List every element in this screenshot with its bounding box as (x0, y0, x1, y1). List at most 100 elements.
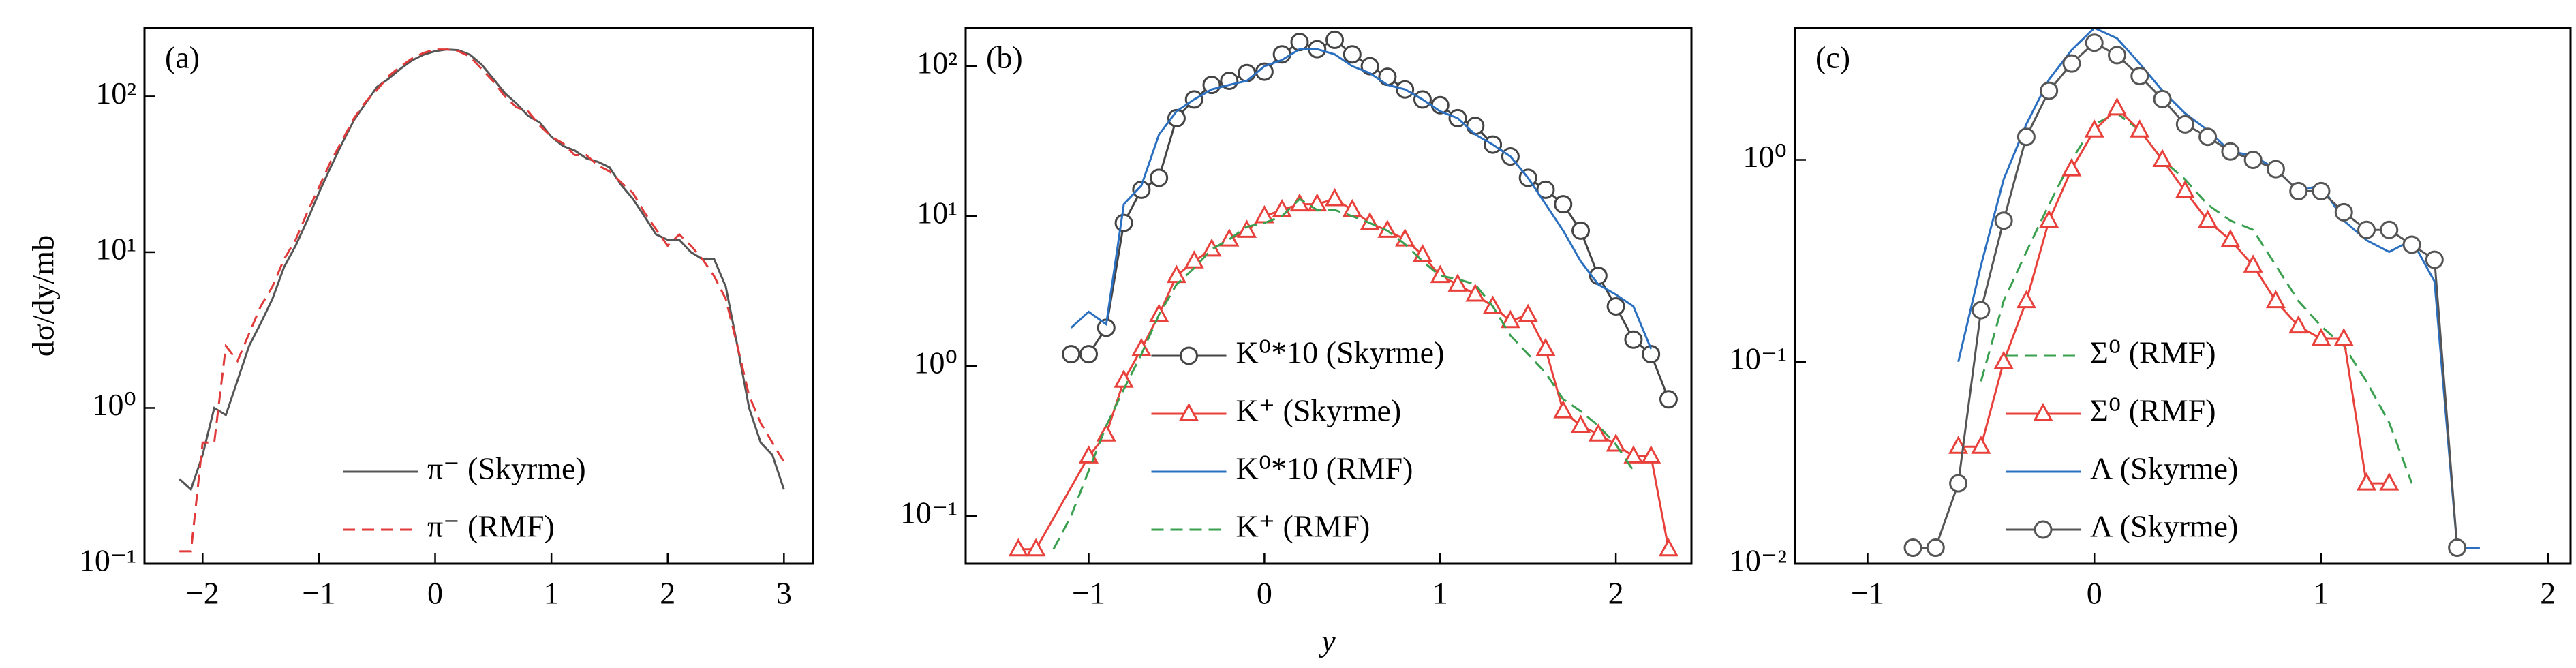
y-tick-label: 10⁻¹ (900, 495, 957, 530)
series-line (1052, 198, 1635, 550)
marker (1008, 538, 1028, 557)
marker (1079, 345, 1099, 364)
series-line (179, 48, 785, 553)
marker (2402, 235, 2421, 254)
marker (1255, 62, 1274, 81)
x-tick-label: −2 (186, 576, 219, 611)
marker (2017, 127, 2036, 147)
marker (2040, 81, 2059, 100)
x-tick-label: 2 (1608, 576, 1624, 611)
plot-frame (1794, 27, 2572, 565)
marker (2221, 142, 2240, 161)
marker (1994, 211, 2013, 230)
series-line (179, 48, 785, 491)
marker (1289, 193, 1310, 212)
legend-label: Λ (Skyrme) (2090, 509, 2238, 544)
legend-label: Σ⁰ (RMF) (2090, 335, 2216, 370)
marker (1237, 219, 1257, 238)
marker (1641, 445, 1661, 464)
marker (2220, 229, 2241, 247)
y-tick-label: 10² (95, 76, 136, 110)
marker (2175, 180, 2195, 198)
marker (2175, 115, 2194, 134)
marker (1624, 330, 1643, 349)
marker (1500, 309, 1520, 329)
marker (1659, 390, 1678, 409)
marker (1623, 445, 1644, 464)
marker (1201, 238, 1222, 257)
panel: −2 −1 0 1 2 3 10⁻¹ 10⁰ 10¹ 10² (a) dσ/dy/mb π⁻ (Skyr… (26, 27, 814, 611)
marker (1972, 301, 1991, 320)
marker (2311, 327, 2331, 346)
marker (1642, 345, 1661, 364)
marker (1465, 283, 1486, 302)
marker (2425, 250, 2444, 269)
y-tick-label: 10⁻² (1730, 543, 1787, 578)
marker (2062, 54, 2081, 73)
legend-label: Σ⁰ (RMF) (2090, 393, 2216, 428)
panel: −1 0 1 2 10⁻² 10⁻¹ 10⁰ (c) Σ⁰ (RMF) Σ⁰ (RMF) Λ (Sk… (1730, 27, 2572, 611)
marker (2084, 119, 2104, 138)
y-tick-label: 10⁰ (914, 346, 957, 380)
marker (2198, 127, 2218, 147)
marker (1903, 538, 1922, 558)
marker (1342, 198, 1362, 217)
marker (1571, 221, 1591, 240)
marker (1571, 414, 1591, 433)
legend-label: K⁺ (RMF) (1236, 509, 1370, 544)
marker (1184, 250, 1204, 269)
marker (1378, 67, 1397, 87)
y-tick-label: 10⁰ (93, 387, 136, 422)
legend: π⁻ (Skyrme) π⁻ (RMF) (343, 451, 586, 544)
marker (1466, 117, 1485, 136)
legend-label: K⁺ (Skyrme) (1236, 393, 1402, 428)
marker (1971, 436, 1991, 454)
marker (1343, 45, 1362, 64)
legend-label: K⁰*10 (Skyrme) (1236, 335, 1445, 370)
panel-label: (b) (986, 40, 1023, 75)
legend-label: π⁻ (Skyrme) (427, 451, 586, 486)
y-tick-label: 10² (917, 46, 957, 80)
marker (1167, 108, 1186, 127)
marker (1377, 219, 1398, 238)
x-tick-label: 3 (776, 576, 792, 611)
y-tick-label: 10⁻¹ (79, 543, 136, 578)
marker (1949, 474, 1968, 493)
marker (2357, 472, 2377, 491)
marker (1926, 538, 1945, 558)
x-tick-label: 0 (2087, 576, 2102, 611)
marker (1553, 400, 1574, 419)
marker (1658, 538, 1679, 557)
x-tick-label: −1 (1851, 576, 1884, 611)
x-tick-label: 2 (660, 576, 675, 611)
marker (2106, 97, 2128, 116)
marker (2289, 181, 2308, 200)
marker (2016, 290, 2036, 309)
y-tick-label: 10¹ (95, 231, 136, 266)
x-tick-label: 1 (1432, 576, 1448, 611)
marker (1150, 168, 1169, 187)
marker (1166, 264, 1186, 284)
marker (1325, 30, 1345, 49)
marker (2243, 151, 2263, 170)
marker (1062, 345, 1081, 364)
x-tick-label: 0 (1257, 576, 1272, 611)
marker (2085, 33, 2104, 52)
marker (2108, 46, 2127, 65)
x-axis-label: y (1319, 624, 1336, 658)
legend: Σ⁰ (RMF) Σ⁰ (RMF) Λ (Skyrme) Λ (Skyrme) (2006, 335, 2238, 544)
marker (1447, 273, 1468, 292)
marker (1588, 423, 1608, 442)
marker (2130, 67, 2149, 86)
marker (2333, 327, 2354, 346)
marker (2448, 538, 2467, 558)
panel: −1 0 1 2 10⁻¹ 10⁰ 10¹ 10² (b) y K⁰*10 (Skyrme) K⁺ (… (900, 27, 1693, 658)
marker (1290, 33, 1309, 52)
marker (1360, 57, 1379, 76)
plot-frame (143, 27, 814, 565)
legend-label: K⁰*10 (RMF) (1236, 451, 1413, 486)
x-tick-label: 1 (2313, 576, 2329, 611)
panel-label: (a) (165, 40, 200, 75)
marker (1360, 211, 1380, 230)
